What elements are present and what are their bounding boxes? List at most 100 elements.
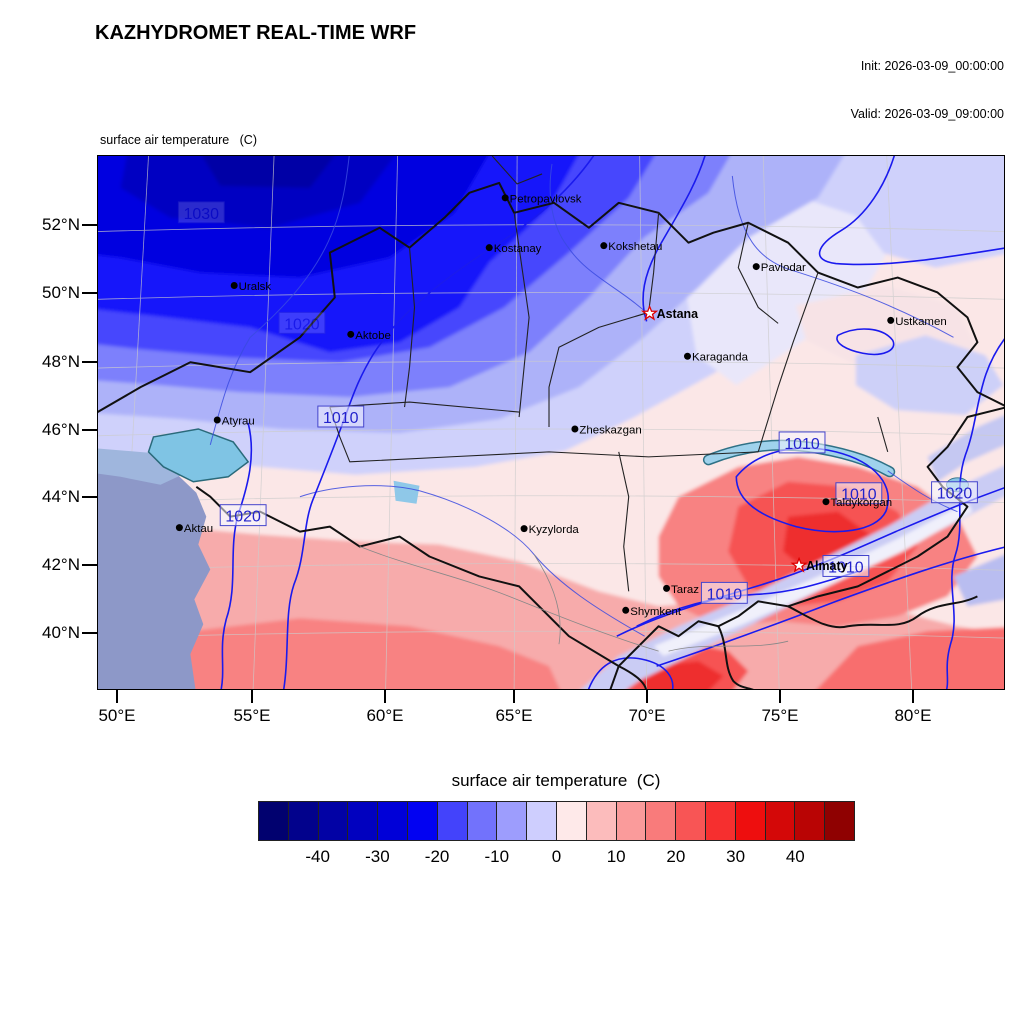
pressure-label-text: 1010 xyxy=(841,487,877,504)
colorbar-cell xyxy=(378,802,408,840)
pressure-label: 1010 xyxy=(835,482,883,505)
city: Almaty xyxy=(790,556,848,573)
pressure-label: 1020 xyxy=(278,311,326,334)
lat-tick-label: 42°N xyxy=(42,555,80,574)
city-label: Ustkamen xyxy=(895,316,946,328)
city-label: Uralsk xyxy=(239,281,272,293)
city-dot-icon xyxy=(571,425,579,433)
pressure-label-text: 1020 xyxy=(284,316,320,333)
city-label: Taraz xyxy=(671,584,699,596)
city-dot-icon xyxy=(485,244,493,252)
pressure-label: 1010 xyxy=(778,431,826,454)
lon-tick-mark xyxy=(646,690,648,703)
city: Aktau xyxy=(175,523,213,535)
city-dot-icon xyxy=(887,316,895,324)
city-dot-icon xyxy=(684,352,691,360)
colorbar-cell xyxy=(735,802,766,840)
colorbar-tick-label: 20 xyxy=(666,847,686,866)
city-label: Karaganda xyxy=(692,352,749,364)
city-label: Astana xyxy=(657,307,699,321)
colorbar-cell xyxy=(348,802,379,840)
pressure-label-text: 1010 xyxy=(784,436,820,453)
city-label: Kokshetau xyxy=(608,241,662,253)
colorbar-tick-label: -30 xyxy=(365,847,390,866)
weather-map: 1010 1020 1010 1010 1020 1010 1010 1030 1020 Pet… xyxy=(98,156,1004,689)
city: Petropavlovsk xyxy=(501,193,582,205)
colorbar-cell xyxy=(497,802,528,840)
city-label: Aktau xyxy=(184,523,213,535)
latitude-axis: 52°N 50°N 48°N 46°N 44°N 42°N 40°N xyxy=(0,0,97,1024)
colorbar-cell xyxy=(467,802,498,840)
colorbar-cell xyxy=(259,802,289,840)
run-times: Init: 2026-03-09_00:00:00 Valid: 2026-03… xyxy=(851,26,1004,154)
city-label: Petropavlovsk xyxy=(510,193,582,205)
pressure-label: 1030 xyxy=(177,201,225,224)
lon-tick-label: 80°E xyxy=(894,706,932,725)
init-time: Init: 2026-03-09_00:00:00 xyxy=(860,59,1004,73)
colorbar-tick-label: 0 xyxy=(551,847,562,866)
city: Astana xyxy=(640,304,699,321)
lon-tick-mark xyxy=(912,690,914,703)
lat-tick-mark xyxy=(82,224,97,226)
pressure-contours xyxy=(220,156,1004,689)
colorbar-cell xyxy=(676,802,706,840)
capital-star-icon xyxy=(790,556,808,573)
colorbar-cell xyxy=(705,802,736,840)
city: Ustkamen xyxy=(887,316,947,328)
pressure-label: 1020 xyxy=(931,481,978,504)
colorbar-tick-label: -20 xyxy=(424,847,450,866)
lat-tick-label: 50°N xyxy=(42,283,80,302)
colorbar-cell xyxy=(616,802,647,840)
valid-time: Valid: 2026-03-09_09:00:00 xyxy=(850,107,1004,121)
colorbar-cell xyxy=(407,802,438,840)
lat-tick-mark xyxy=(82,292,97,294)
lat-tick-mark xyxy=(82,632,97,634)
colorbar-tick-label: 30 xyxy=(726,847,746,866)
city-label: Kostanay xyxy=(494,243,542,255)
city: Taraz xyxy=(663,584,699,596)
colorbar-cell xyxy=(527,802,557,840)
colorbar-cell xyxy=(765,802,796,840)
city: Zheskazgan xyxy=(571,424,642,436)
city: Kokshetau xyxy=(600,241,662,253)
city-dot-icon xyxy=(347,330,355,338)
city-dot-icon xyxy=(752,263,760,271)
lat-tick-label: 52°N xyxy=(42,215,80,234)
page-title: KAZHYDROMET REAL-TIME WRF xyxy=(95,22,417,44)
foreign-admin-lines xyxy=(359,546,789,652)
city-dot-icon xyxy=(520,525,528,533)
city: Karaganda xyxy=(684,352,749,364)
caspian-ne-lobe xyxy=(147,428,250,483)
city: Aktobe xyxy=(347,330,391,342)
colorbar-cell xyxy=(288,802,319,840)
pressure-label: 1010 xyxy=(700,581,748,604)
field-label-temperature: surface air temperature (C) xyxy=(100,133,257,147)
lat-tick-label: 48°N xyxy=(42,352,80,371)
city-dot-icon xyxy=(230,282,238,290)
lon-tick-label: 70°E xyxy=(628,706,666,725)
lon-tick-label: 50°E xyxy=(98,706,136,725)
pressure-label-text: 1020 xyxy=(937,486,973,503)
lon-tick-label: 75°E xyxy=(761,706,799,725)
aral-remnant xyxy=(393,480,420,504)
city-label: Pavlodar xyxy=(761,262,806,274)
river-syrdarya xyxy=(299,485,645,637)
river-ural xyxy=(209,156,350,446)
city: Shymkent xyxy=(622,606,682,618)
city-dot-icon xyxy=(600,242,608,250)
colorbar-tick-label: -40 xyxy=(305,847,330,866)
pressure-label-text: 1010 xyxy=(828,559,864,576)
lat-tick-label: 44°N xyxy=(42,487,80,506)
city-dot-icon xyxy=(622,606,630,614)
map-panel: 1010 1020 1010 1010 1020 1010 1010 1030 1020 Pet… xyxy=(97,155,1005,690)
colorbar-cell xyxy=(795,802,826,840)
lon-tick-mark xyxy=(251,690,253,703)
city: Kostanay xyxy=(485,243,542,255)
city-label: Almaty xyxy=(806,559,848,573)
colorbar-tick-label: -10 xyxy=(484,847,510,866)
lat-tick-mark xyxy=(82,429,97,431)
city-dot-icon xyxy=(663,584,671,592)
oblast-borders xyxy=(329,156,889,592)
city-label: Taldykorgan xyxy=(830,497,892,509)
city: Atyrau xyxy=(213,415,255,427)
